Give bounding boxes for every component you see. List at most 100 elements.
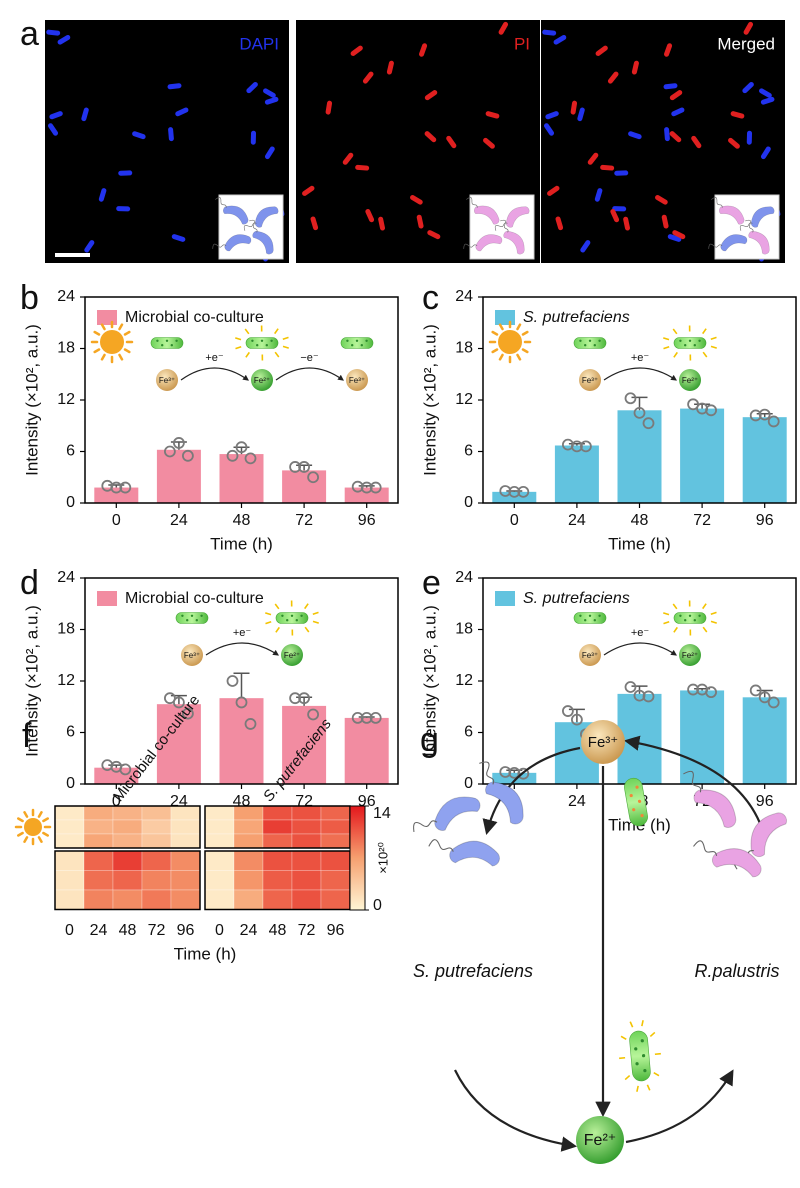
heatmap-cell [204, 870, 235, 891]
rod-dot [156, 339, 159, 342]
y-tick-label: 24 [57, 569, 75, 586]
sun-icon [14, 808, 52, 846]
legend-label: S. putrefaciens [523, 309, 630, 326]
rod-body [175, 612, 209, 624]
rod-body [629, 1030, 651, 1082]
rod-dot [684, 344, 687, 347]
stained-cell [84, 240, 95, 253]
electron-label: +e⁻ [233, 627, 252, 639]
rod-dot [190, 614, 194, 617]
x-tick-label: 48 [269, 922, 287, 939]
bacterium [413, 796, 481, 832]
stained-cell [655, 194, 668, 205]
glow-ray [620, 1035, 627, 1040]
error-bar [568, 708, 585, 723]
rod-dot [195, 619, 198, 622]
rod-dot [634, 1047, 638, 1051]
channel-label: Merged [717, 34, 775, 53]
bar [219, 454, 264, 503]
bacterium [494, 206, 530, 231]
electron-label: +e⁻ [631, 352, 650, 364]
glow-ray [672, 603, 678, 610]
heatmap-cell [233, 819, 264, 835]
cell-body [485, 781, 524, 825]
channel-label: DAPI [239, 34, 279, 53]
panel-letter: f [22, 717, 32, 755]
flagellum [708, 243, 723, 249]
rod-dot [346, 339, 349, 342]
rod-dot [640, 813, 644, 818]
heatmap-cell [54, 805, 85, 821]
stained-cell [760, 146, 771, 160]
stained-cell [416, 214, 424, 229]
bacterium [745, 219, 770, 255]
y-axis-label: Intensity (×10², a.u.) [420, 605, 439, 757]
y-tick-label: 24 [455, 288, 473, 305]
rod-dot [637, 799, 642, 803]
glow-ray [275, 626, 280, 633]
rod-body [624, 777, 648, 827]
bar [680, 690, 725, 784]
sun-ray [521, 330, 529, 336]
rod-dot [593, 619, 596, 622]
legend-label: Microbial co-culture [125, 590, 264, 607]
replicate-point [351, 480, 364, 493]
sun-ray [516, 323, 522, 331]
sun-ray [521, 348, 529, 354]
stained-cell [628, 131, 642, 140]
cell-body [223, 205, 249, 225]
replicate-point [235, 696, 248, 709]
cell-body [720, 234, 748, 252]
stained-cell [168, 127, 174, 142]
colorbar-label: ×10²⁰ [375, 842, 390, 874]
x-tick-label: 24 [170, 512, 188, 529]
heatmap-cell [170, 833, 201, 849]
heatmap-cell [233, 850, 264, 871]
stained-cell [446, 135, 457, 149]
rod-dot [260, 339, 264, 342]
y-tick-label: 18 [57, 621, 75, 638]
ion-label: Fe³⁺ [582, 651, 598, 660]
stained-cell [175, 107, 189, 117]
heatmap-cell [54, 819, 85, 835]
x-tick-label: 96 [756, 512, 774, 529]
flagellum [500, 219, 509, 233]
x-tick-label: 24 [240, 922, 258, 939]
stained-cell [570, 100, 578, 115]
stained-cell [746, 130, 753, 145]
x-tick-label: 72 [148, 922, 166, 939]
sun-ray [491, 348, 499, 354]
glow-ray [653, 1072, 660, 1077]
cell-body [503, 230, 525, 255]
bar [282, 705, 327, 784]
heatmap-block [54, 805, 201, 849]
replicate-point [642, 690, 655, 703]
y-tick-label: 18 [455, 621, 473, 638]
bacterium [463, 234, 503, 252]
stained-cell [167, 83, 182, 90]
sun-disc [498, 330, 522, 354]
panel-letter: a [20, 15, 39, 53]
rod-dot [693, 344, 696, 347]
y-tick-label: 18 [57, 340, 75, 357]
rod-dot [640, 1039, 644, 1043]
stained-cell [362, 71, 374, 84]
replicate-point [163, 445, 176, 458]
rod-dot [584, 619, 587, 622]
glow-ray [312, 611, 319, 616]
green-bacterium [150, 337, 184, 349]
bar [742, 417, 787, 503]
x-tick-label: 48 [119, 922, 137, 939]
replicate-point [705, 404, 717, 417]
heatmap-cell [141, 833, 172, 849]
stained-cell [263, 88, 276, 98]
glow-ray [663, 620, 670, 625]
x-tick-label: 24 [568, 793, 586, 810]
glow-ray [274, 351, 280, 358]
plot-frame [84, 296, 399, 504]
green-bacterium [573, 337, 607, 349]
x-axis-label: Time (h) [608, 534, 671, 553]
green-bacterium [175, 612, 209, 624]
cell-body [224, 234, 252, 252]
stained-cell [424, 131, 437, 143]
